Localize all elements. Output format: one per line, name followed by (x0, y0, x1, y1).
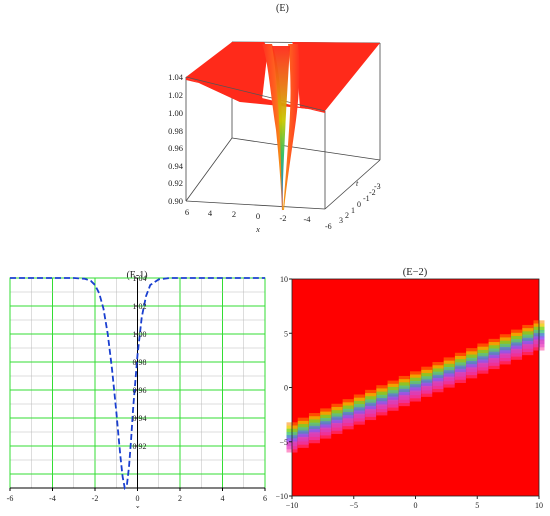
y-tick-label: 0.94 (133, 414, 147, 423)
x-axis-label: x (255, 224, 260, 234)
x-tick-label: 4 (221, 494, 225, 503)
t-tick-label: 1 (351, 206, 355, 215)
x-axis-3d: 6 4 2 0 -2 -4 x (185, 207, 311, 234)
t-tick-label: -3 (374, 182, 381, 191)
series-line (10, 277, 265, 491)
x-tick-label: -2 (92, 494, 99, 503)
density-chart-e2: (E−2) −10 −5 0 5 10 10 5 0 −5 −10 (276, 267, 545, 510)
line-chart-title: (E-1) (126, 270, 147, 281)
density-band-cell (499, 353, 511, 365)
y-tick-label: 0.98 (133, 358, 147, 367)
t-tick-label: -2 (369, 188, 376, 197)
surface-top-edge (185, 76, 326, 112)
density-band-cell (511, 348, 523, 360)
density-band-cell (477, 362, 489, 374)
z-tick-label: 0.94 (168, 161, 184, 171)
density-band-cell (488, 358, 500, 370)
z-tick-label: 0.90 (168, 196, 183, 206)
x-tick-label: 6 (263, 494, 267, 503)
density-band-cell (522, 344, 534, 356)
z-tick-label: 1.00 (168, 108, 183, 118)
density-band-cell (376, 404, 388, 416)
y-tick-label: −5 (279, 438, 288, 447)
top-panel-title: (E) (276, 3, 289, 14)
x-tick-label: 4 (208, 208, 213, 218)
density-band-cell (297, 436, 309, 448)
z-tick-label: 1.04 (168, 72, 184, 82)
surface-well-right-wall (283, 44, 300, 210)
x-tick-label: −5 (349, 501, 358, 510)
line-chart-labels: -6 -4 -2 0 2 4 6 x 1.04 1.02 1.00 0.98 0.96 0.94 0.92 (7, 274, 267, 508)
z-tick-label: 1.02 (168, 90, 183, 100)
y-tick-label: 10 (280, 275, 288, 284)
density-band-cell (387, 399, 399, 411)
y-tick-label: 0.96 (133, 386, 147, 395)
density-band-cell (454, 371, 466, 383)
x-axis-label: x (135, 503, 140, 508)
x-tick-label: -4 (49, 494, 56, 503)
density-chart-labels: −10 −5 0 5 10 10 5 0 −5 −10 (276, 275, 543, 510)
x-tick-label: 2 (178, 494, 182, 503)
density-band-cell (320, 427, 332, 439)
t-tick-label: 2 (345, 211, 349, 220)
z-tick-label: 0.96 (168, 143, 183, 153)
t-tick-label: 0 (357, 200, 361, 209)
y-tick-label: 1.02 (133, 302, 147, 311)
surface-plateau-right (292, 42, 380, 111)
x-tick-label: 5 (475, 501, 479, 510)
z-axis: 1.04 1.02 1.00 0.98 0.96 0.94 0.92 0.90 (168, 72, 184, 206)
x-tick-label: -2 (279, 213, 286, 223)
density-band-cell (421, 385, 433, 397)
surface-plateau-front (186, 77, 325, 113)
t-tick-label: -1 (363, 194, 370, 203)
density-band-cell (342, 418, 354, 430)
density-band-cell (398, 395, 410, 407)
y-tick-label: 5 (284, 329, 288, 338)
y-tick-label: 1.00 (133, 330, 147, 339)
density-band-cell (466, 367, 478, 379)
z-tick-label: 0.98 (168, 126, 183, 136)
line-chart-e1: (E-1) -6 -4 -2 0 2 4 6 x 1.04 1.02 1.00 0.98 0.96 0.9… (7, 270, 267, 508)
density-band-cell (410, 390, 421, 402)
t-axis-label: t (356, 179, 359, 188)
x-tick-label: 0 (256, 211, 260, 221)
density-band-cell (308, 432, 320, 444)
y-tick-label: −10 (276, 492, 288, 501)
z-tick-label: 0.92 (168, 178, 183, 188)
x-tick-label: 6 (185, 207, 189, 217)
line-chart-series (10, 277, 265, 491)
density-plot-area (286, 278, 545, 497)
t-tick-label: 3 (339, 216, 343, 225)
y-tick-label: 0 (284, 384, 288, 393)
density-band-cell (443, 376, 455, 388)
density-band-cell (365, 409, 377, 421)
density-band-cell (353, 413, 365, 425)
y-tick-label: 1.04 (133, 274, 147, 283)
density-band-cell (331, 422, 343, 434)
x-tick-label: 0 (136, 494, 140, 503)
x-tick-label: -6 (7, 494, 14, 503)
density-chart-title: (E−2) (403, 267, 428, 278)
density-band-cell (432, 381, 444, 393)
line-chart-axes (9, 277, 266, 491)
t-tick-label: -6 (325, 222, 332, 231)
surface-plateau-left (186, 42, 268, 102)
t-axis-3d: -3 -2 -1 0 1 2 3 -6 t (325, 179, 381, 231)
x-tick-label: 2 (232, 209, 236, 219)
y-tick-label: 0.92 (133, 442, 147, 451)
surface-well-core (272, 46, 290, 212)
x-tick-label: 0 (414, 501, 418, 510)
x-tick-label: 10 (535, 501, 543, 510)
x-tick-label: −10 (286, 501, 299, 510)
x-tick-label: -4 (303, 214, 311, 224)
